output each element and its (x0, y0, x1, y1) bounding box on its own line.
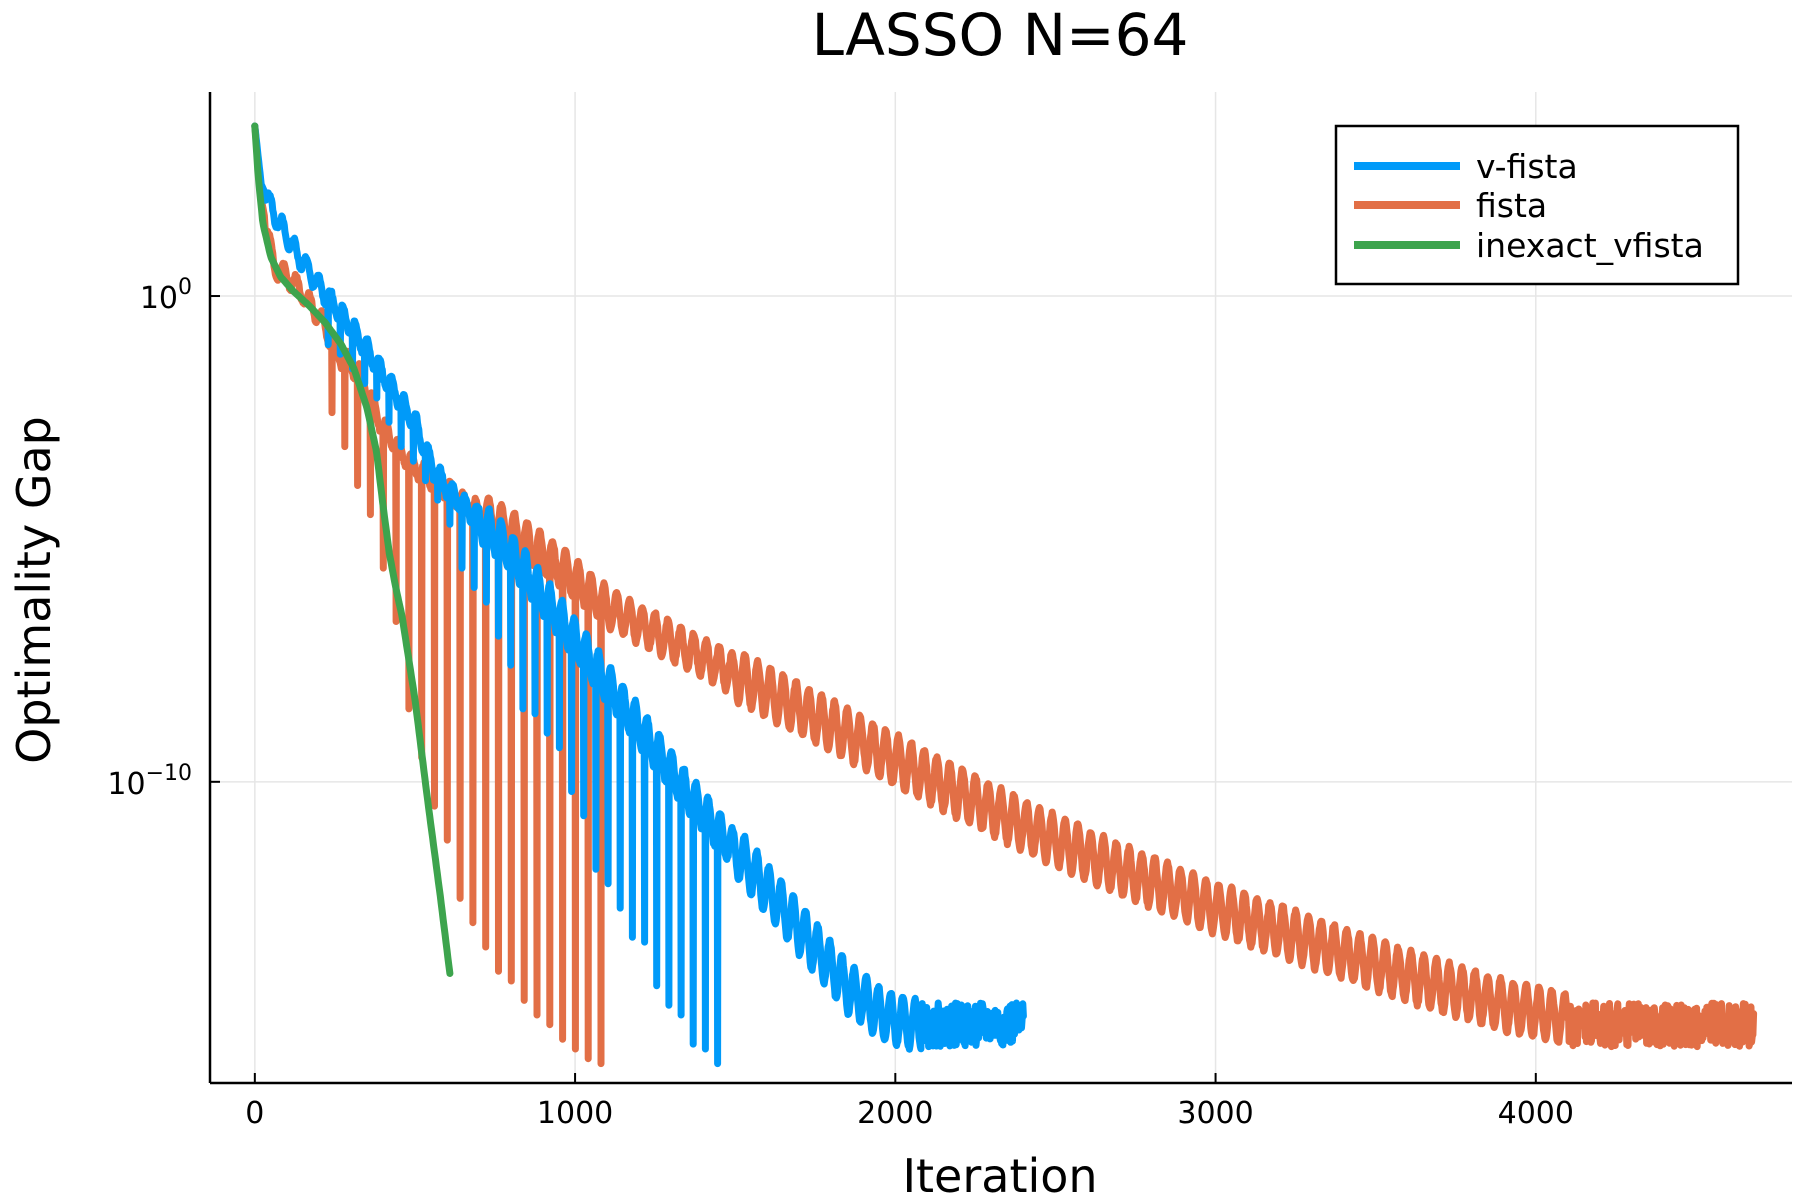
y-tick-label: 100 (140, 275, 192, 316)
legend-label-inexact-vfista: inexact_vfista (1476, 226, 1704, 265)
y-tick-label: 10−10 (107, 761, 192, 802)
chart-title: LASSO N=64 (812, 1, 1189, 69)
series-line-v-fista (251, 122, 1027, 1068)
x-tick-label: 0 (245, 1096, 264, 1131)
series-layer (251, 122, 1758, 1068)
x-tick-label: 3000 (1177, 1096, 1253, 1131)
legend-label-fista: fista (1476, 186, 1547, 225)
y-axis-title: Optimality Gap (7, 416, 61, 764)
x-axis-title: Iteration (902, 1149, 1097, 1200)
x-tick-label: 4000 (1498, 1096, 1574, 1131)
x-tick-label: 2000 (857, 1096, 933, 1131)
legend-label-v-fista: v-fista (1476, 147, 1578, 186)
series-line-fista (251, 122, 1758, 1068)
axes (208, 92, 1792, 1085)
legend: v-fista fista inexact_vfista (1334, 124, 1740, 286)
x-tick-label: 1000 (537, 1096, 613, 1131)
series-line-inexact-vfista (251, 122, 454, 977)
y-ticks: 100 10−10 (107, 275, 220, 802)
x-ticks: 0 1000 2000 3000 4000 (245, 1073, 1574, 1131)
